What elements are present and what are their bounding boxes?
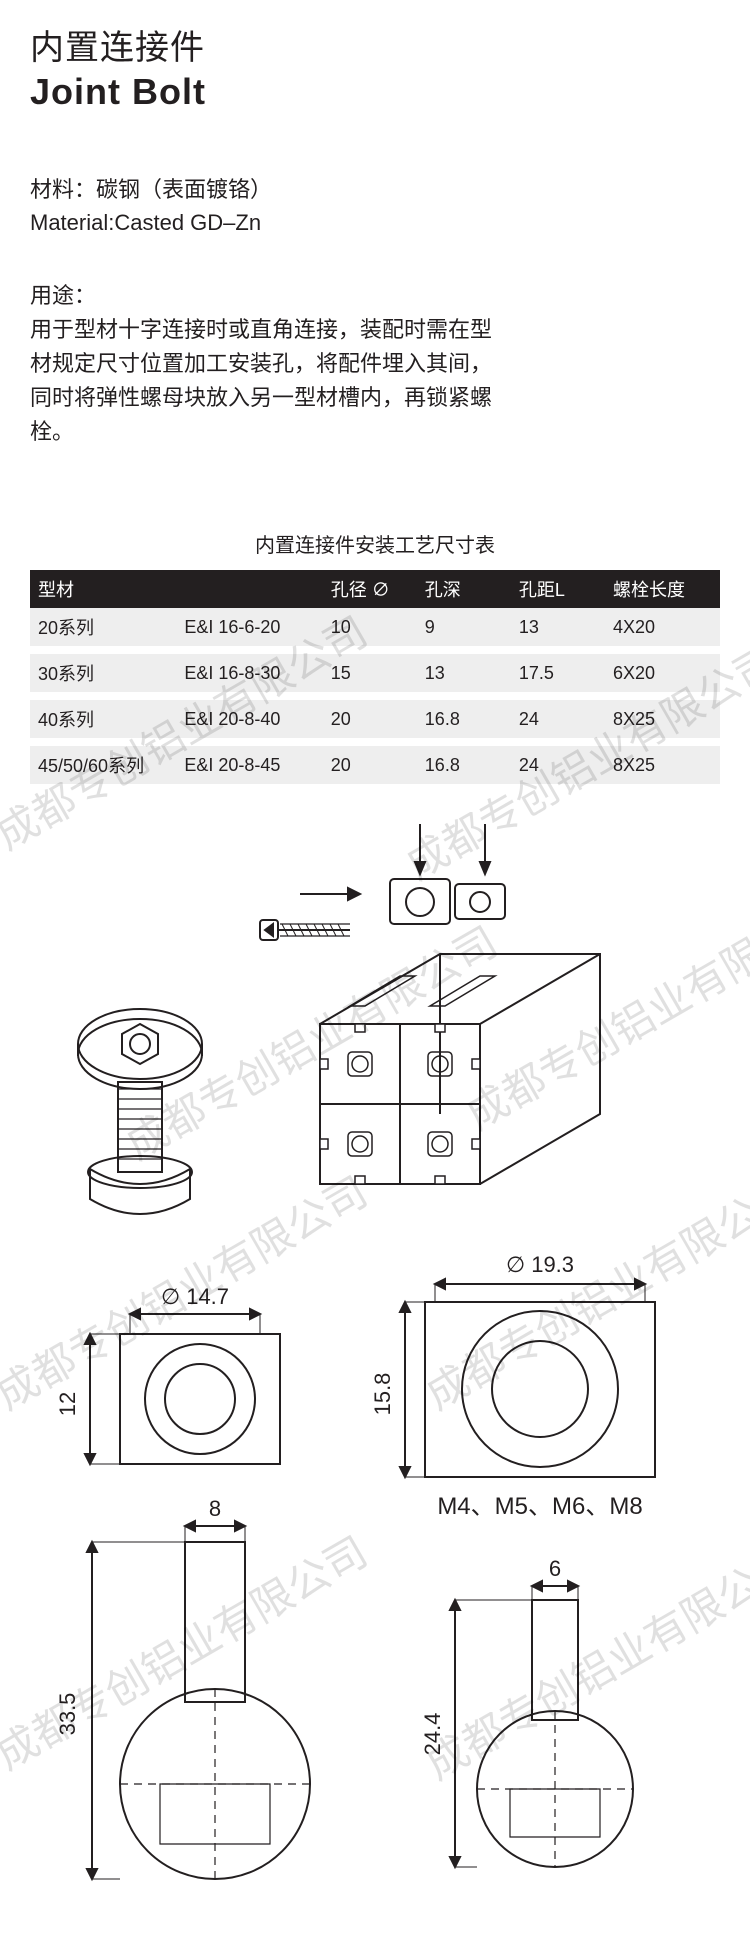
table-cell: 17.5: [511, 654, 605, 692]
table-cell: 24: [511, 746, 605, 784]
col-bolt-length: 螺栓长度: [605, 570, 720, 608]
diagram-zone: ∅ 14.7 12 ∅ 19.3: [30, 784, 720, 1889]
table-cell: 40系列: [30, 700, 176, 738]
dim-left-top: ∅ 14.7 12: [55, 1284, 280, 1464]
table-row: 30系列E&I 16-8-30151317.56X20: [30, 654, 720, 692]
material-block: 材料：碳钢（表面镀铬） Material:Casted GD–Zn: [30, 173, 720, 239]
table-cell: 30系列: [30, 654, 176, 692]
col-blank: [176, 570, 322, 608]
title-chinese: 内置连接件: [30, 20, 720, 69]
dim-left-bottom: 8 33.5: [55, 1496, 310, 1879]
svg-text:∅ 14.7: ∅ 14.7: [161, 1284, 229, 1309]
usage-label: 用途：: [30, 279, 720, 313]
table-cell: 13: [417, 654, 511, 692]
table-cell: E&I 16-6-20: [176, 608, 322, 646]
table-cell: 16.8: [417, 746, 511, 784]
table-cell: E&I 20-8-45: [176, 746, 322, 784]
table-cell: 6X20: [605, 654, 720, 692]
table-cell: 4X20: [605, 608, 720, 646]
col-distance: 孔距L: [511, 570, 605, 608]
table-gap: [30, 646, 720, 654]
title-english: Joint Bolt: [30, 71, 720, 113]
usage-block: 用途： 用于型材十字连接时或直角连接，装配时需在型材规定尺寸位置加工安装孔，将配…: [30, 279, 720, 449]
table-cell: 8X25: [605, 700, 720, 738]
table-cell: 45/50/60系列: [30, 746, 176, 784]
table-cell: E&I 20-8-40: [176, 700, 322, 738]
table-row: 40系列E&I 20-8-402016.8248X25: [30, 700, 720, 738]
technical-drawings: ∅ 14.7 12 ∅ 19.3: [30, 784, 720, 1884]
svg-text:∅ 19.3: ∅ 19.3: [506, 1252, 574, 1277]
table-cell: 16.8: [417, 700, 511, 738]
table-cell: 8X25: [605, 746, 720, 784]
col-profile: 型材: [30, 570, 176, 608]
table-cell: 15: [323, 654, 417, 692]
table-title: 内置连接件安装工艺尺寸表: [30, 529, 720, 558]
material-en: Material:Casted GD–Zn: [30, 206, 720, 239]
svg-text:M4、M5、M6、M8: M4、M5、M6、M8: [437, 1493, 642, 1520]
svg-text:6: 6: [549, 1556, 561, 1581]
svg-text:24.4: 24.4: [420, 1713, 445, 1756]
table-cell: 9: [417, 608, 511, 646]
table-cell: 10: [323, 608, 417, 646]
dimension-table: 型材 孔径 ∅ 孔深 孔距L 螺栓长度 20系列E&I 16-6-2010913…: [30, 570, 720, 784]
col-depth: 孔深: [417, 570, 511, 608]
table-cell: 20: [323, 700, 417, 738]
table-row: 20系列E&I 16-6-20109134X20: [30, 608, 720, 646]
table-cell: 20系列: [30, 608, 176, 646]
svg-text:12: 12: [55, 1392, 80, 1416]
svg-text:8: 8: [209, 1496, 221, 1521]
table-cell: 20: [323, 746, 417, 784]
svg-text:33.5: 33.5: [55, 1693, 80, 1736]
table-gap: [30, 738, 720, 746]
svg-text:15.8: 15.8: [370, 1373, 395, 1416]
assembly-iso-view: [78, 824, 600, 1214]
table-row: 45/50/60系列E&I 20-8-452016.8248X25: [30, 746, 720, 784]
dim-right-top: ∅ 19.3 15.8 M4、M5、M6、M8: [370, 1252, 655, 1520]
material-cn: 材料：碳钢（表面镀铬）: [30, 173, 720, 206]
dim-right-bottom: 6 24.4: [420, 1556, 633, 1867]
col-diameter: 孔径 ∅: [323, 570, 417, 608]
table-cell: 13: [511, 608, 605, 646]
table-header-row: 型材 孔径 ∅ 孔深 孔距L 螺栓长度: [30, 570, 720, 608]
table-gap: [30, 692, 720, 700]
table-cell: E&I 16-8-30: [176, 654, 322, 692]
usage-text: 用于型材十字连接时或直角连接，装配时需在型材规定尺寸位置加工安装孔，将配件埋入其…: [30, 313, 510, 449]
table-cell: 24: [511, 700, 605, 738]
